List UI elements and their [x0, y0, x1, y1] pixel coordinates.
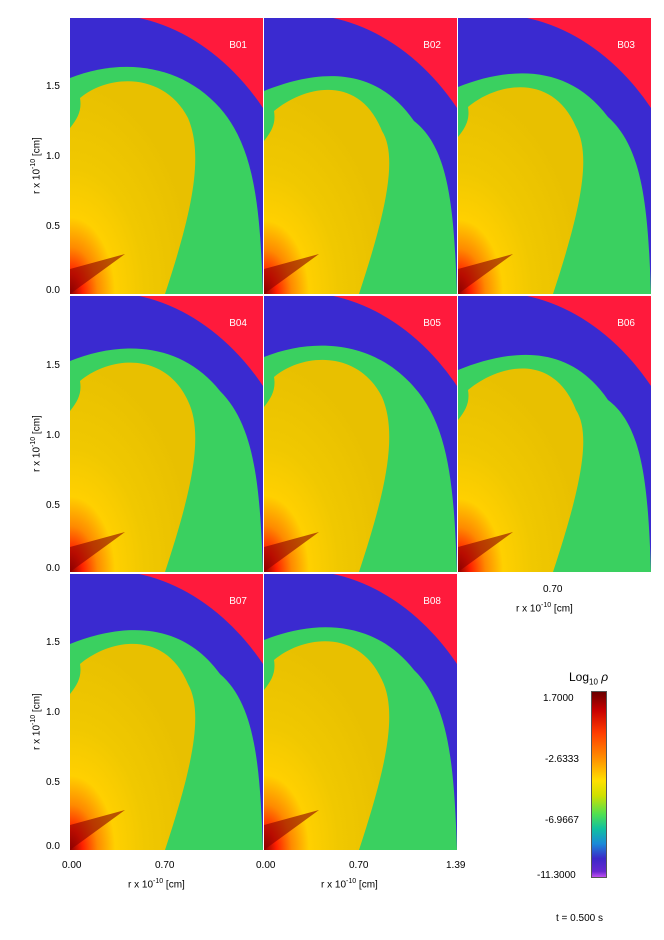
y-tick-label: 1.5 — [46, 360, 60, 371]
jet-region — [70, 810, 125, 850]
y-tick-label: 0.5 — [46, 500, 60, 511]
panel-label: B06 — [617, 318, 635, 329]
y-tick-label: 0.0 — [46, 563, 60, 574]
y-axis-label: r x 10-10 [cm] — [30, 137, 43, 194]
panel-label: B07 — [229, 596, 247, 607]
y-tick-label: 0.0 — [46, 285, 60, 296]
density-map — [70, 574, 263, 850]
density-map — [264, 574, 457, 850]
dense-core — [70, 81, 196, 294]
colorbar-tick: -6.9667 — [545, 815, 579, 826]
panel-b03: B03 — [458, 18, 651, 294]
y-tick-label: 0.0 — [46, 841, 60, 852]
x-tick-label: 0.70 — [155, 860, 175, 871]
panel-b04: B04 — [70, 296, 263, 572]
y-tick-label: 1.5 — [46, 637, 60, 648]
jet-region — [264, 810, 319, 850]
panel-label: B02 — [423, 40, 441, 51]
x-tick-label: 1.39 — [446, 860, 466, 871]
y-axis-label: r x 10-10 [cm] — [30, 693, 43, 750]
dense-core — [264, 359, 390, 572]
jet-region — [458, 532, 513, 572]
jet-region — [264, 532, 319, 572]
colorbar — [591, 691, 607, 878]
x-tick-label: 0.70 — [543, 584, 563, 595]
panel-b01: B01 — [70, 18, 263, 294]
jet-region — [264, 254, 319, 294]
panel-label: B03 — [617, 40, 635, 51]
dense-core — [70, 643, 196, 850]
y-axis-label: r x 10-10 [cm] — [30, 415, 43, 472]
density-map — [70, 296, 263, 572]
dense-core — [264, 641, 390, 850]
colorbar-tick: -2.6333 — [545, 754, 579, 765]
colorbar-tick: -11.3000 — [537, 870, 576, 881]
jet-region — [70, 254, 125, 294]
y-tick-label: 0.5 — [46, 221, 60, 232]
panel-b05: B05 — [264, 296, 457, 572]
density-map — [458, 18, 651, 294]
y-tick-label: 1.5 — [46, 81, 60, 92]
x-tick-label: 0.70 — [349, 860, 369, 871]
panel-label: B04 — [229, 318, 247, 329]
panel-label: B05 — [423, 318, 441, 329]
x-tick-label: 0.00 — [256, 860, 276, 871]
y-tick-label: 1.0 — [46, 707, 60, 718]
y-tick-label: 1.0 — [46, 430, 60, 441]
dense-core — [458, 87, 584, 294]
jet-region — [458, 254, 513, 294]
x-axis-label: r x 10-10 [cm] — [321, 878, 378, 891]
panel-b07: B07 — [70, 574, 263, 850]
x-axis-label: r x 10-10 [cm] — [516, 602, 573, 615]
time-label: t = 0.500 s — [556, 913, 603, 924]
dense-core — [70, 362, 196, 572]
y-tick-label: 1.0 — [46, 151, 60, 162]
dense-core — [458, 368, 584, 572]
density-map — [70, 18, 263, 294]
y-tick-label: 0.5 — [46, 777, 60, 788]
colorbar-tick: 1.7000 — [543, 693, 574, 704]
x-axis-label: r x 10-10 [cm] — [128, 878, 185, 891]
dense-core — [264, 89, 390, 294]
panel-b06: B06 — [458, 296, 651, 572]
panel-label: B01 — [229, 40, 247, 51]
density-map — [458, 296, 651, 572]
colorbar-title: Log10 ρ — [569, 670, 609, 687]
panel-b02: B02 — [264, 18, 457, 294]
density-map — [264, 18, 457, 294]
x-tick-label: 0.00 — [62, 860, 82, 871]
panel-label: B08 — [423, 596, 441, 607]
density-map — [264, 296, 457, 572]
panel-b08: B08 — [264, 574, 457, 850]
jet-region — [70, 532, 125, 572]
